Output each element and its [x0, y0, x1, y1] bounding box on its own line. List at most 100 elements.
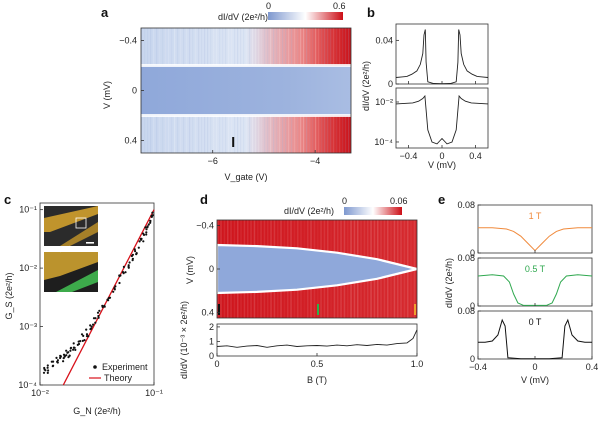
- series-c-experiment-point: [89, 324, 92, 327]
- axis-e-xtick-label: 0: [532, 362, 537, 372]
- axis-d-xtick-label: 1.0: [411, 359, 424, 369]
- series-c-experiment-point: [85, 333, 89, 336]
- plot-b-marks: 0 0.04 10⁻⁴ 10⁻² −0.4 0 0.4: [374, 29, 489, 161]
- axis-d-ytick-label: 0.4: [201, 308, 214, 318]
- colorbar-d-label: dI/dV (2e²/h): [284, 206, 334, 216]
- series-c-experiment-point: [144, 226, 147, 229]
- axis-b-xtick-label: 0: [439, 151, 444, 161]
- colorbar-a-label: dI/dV (2e²/h): [218, 12, 268, 22]
- series-c-experiment-point: [118, 281, 121, 285]
- series-c-experiment-point: [124, 271, 127, 274]
- series-c-experiment-point: [142, 240, 145, 243]
- axis-a-xtick-label: −6: [208, 156, 218, 166]
- axis-a-ytick-label: 0: [132, 86, 137, 96]
- heatmap-a-cut-marker: [232, 137, 235, 147]
- series-c-experiment-point: [69, 349, 72, 352]
- heatmap-d-marker: [414, 304, 416, 315]
- series-e-label: 0.5 T: [525, 264, 546, 274]
- heatmap-a: [140, 27, 352, 154]
- axis-a-ytick-label: 0.4: [124, 136, 137, 146]
- axis-d-xtick-label: 0.5: [311, 359, 324, 369]
- series-c-experiment-point: [131, 259, 134, 262]
- colorbar-a-bar: [268, 12, 343, 20]
- axis-c-ytick-label: 10⁻²: [19, 263, 37, 273]
- series-c-experiment-point: [47, 369, 50, 372]
- series-c-experiment-point: [114, 285, 117, 288]
- axes-a: −0.4 0 0.4 −6 −4: [119, 36, 320, 167]
- heatmap-d-marker: [218, 304, 220, 315]
- series-e-label: 1 T: [529, 211, 542, 221]
- series-c-experiment-point: [106, 298, 109, 301]
- axis-c-ytick-label: 10⁻³: [19, 322, 37, 332]
- series-c-experiment-point: [80, 333, 84, 336]
- series-c-experiment-point: [87, 335, 90, 338]
- series-c-experiment-point: [67, 356, 70, 359]
- axis-b-ytick-label: 0.04: [375, 35, 393, 45]
- axis-c-ylabel: G_S (2e²/h): [4, 272, 14, 319]
- series-c-experiment-point: [81, 339, 84, 342]
- series-c-experiment-point: [89, 328, 92, 331]
- device-inset-bottom: [44, 252, 98, 292]
- series-c-experiment-point: [127, 264, 130, 267]
- series-c-experiment-point: [140, 237, 143, 240]
- series-c-experiment-point: [42, 371, 46, 374]
- axis-d-xlabel: B (T): [307, 375, 327, 385]
- series-c-experiment-point: [67, 351, 70, 354]
- axis-e-xtick-label: 0.4: [586, 362, 599, 372]
- axis-e-ytick-label: 0: [470, 301, 475, 311]
- device-inset-top: [44, 206, 98, 246]
- series-c-experiment-point: [121, 271, 125, 274]
- series-c-experiment-point: [122, 265, 125, 268]
- colorbar-d: dI/dV (2e²/h) 0 0.06: [284, 196, 408, 216]
- axis-a-ytick-label: −0.4: [119, 36, 137, 46]
- axis-d-ytick-label: 0: [209, 264, 214, 274]
- panel-a: dI/dV (2e²/h) 0 0.6 −0.400.4−6 −4 V (mV) …: [102, 1, 352, 182]
- panel-letter-d: d: [200, 192, 208, 207]
- series-c-experiment-point: [55, 356, 58, 359]
- plot-c-frame: [39, 202, 155, 386]
- heatmap-d: [215, 219, 418, 319]
- series-c-experiment-point: [131, 253, 134, 256]
- series-c-experiment-point: [118, 274, 121, 278]
- plot-d-sub-frame: [216, 323, 418, 357]
- series-c-experiment-point: [92, 323, 95, 326]
- series-c-experiment-point: [128, 261, 131, 264]
- axis-e-ytick-label: 0.08: [457, 253, 475, 263]
- series-c-experiment-point: [65, 349, 68, 352]
- axis-d-sub-ytick-label: 0: [209, 351, 214, 361]
- series-c-experiment-point: [138, 240, 141, 243]
- series-c-experiment-point: [74, 348, 77, 351]
- colorbar-a: dI/dV (2e²/h) 0 0.6: [218, 1, 346, 22]
- legend-c-theory-label: Theory: [104, 373, 133, 383]
- axis-e-ytick-label: 0.08: [457, 306, 475, 316]
- series-c-experiment-point: [62, 357, 65, 360]
- heatmap-d-markers: [218, 304, 416, 315]
- series-c-experiment-point: [151, 214, 154, 217]
- axis-b-ytick-label: 10⁻²: [375, 97, 393, 107]
- series-c-experiment-point: [56, 361, 59, 364]
- legend-c-experiment-label: Experiment: [102, 362, 148, 372]
- series-c-experiment-point: [72, 342, 75, 345]
- axis-b-xtick-label: −0.4: [400, 151, 418, 161]
- panel-letter-c: c: [4, 192, 11, 207]
- series-c-experiment-point: [151, 211, 154, 214]
- series-c-experiment-point: [56, 359, 60, 362]
- series-c-experiment-point: [50, 360, 53, 363]
- panel-letter-a: a: [101, 5, 109, 20]
- series-c-experiment-point: [46, 366, 49, 369]
- scale-bar: [86, 242, 94, 244]
- series-c-experiment-point: [145, 233, 148, 236]
- axis-c-ytick-label: 10⁻⁴: [18, 380, 37, 390]
- series-c-experiment-point: [52, 364, 55, 367]
- inset-connector: [59, 245, 71, 253]
- axis-e-ytick-label: 0: [470, 248, 475, 258]
- plot-c-marks: 10⁻⁴ 10⁻³ 10⁻² 10⁻¹ 10⁻² 10⁻¹: [18, 205, 163, 398]
- legend-c: Experiment Theory: [89, 362, 148, 383]
- axis-a-xtick-label: −4: [310, 156, 320, 166]
- series-c-experiment-point: [133, 248, 136, 251]
- heatmap-a-gap-edge-top: [141, 64, 351, 67]
- axis-b-ylabel: dI/dV (2e²/h): [361, 61, 371, 111]
- series-c-experiment-point: [145, 228, 148, 231]
- series-c-experiment-point: [149, 221, 152, 224]
